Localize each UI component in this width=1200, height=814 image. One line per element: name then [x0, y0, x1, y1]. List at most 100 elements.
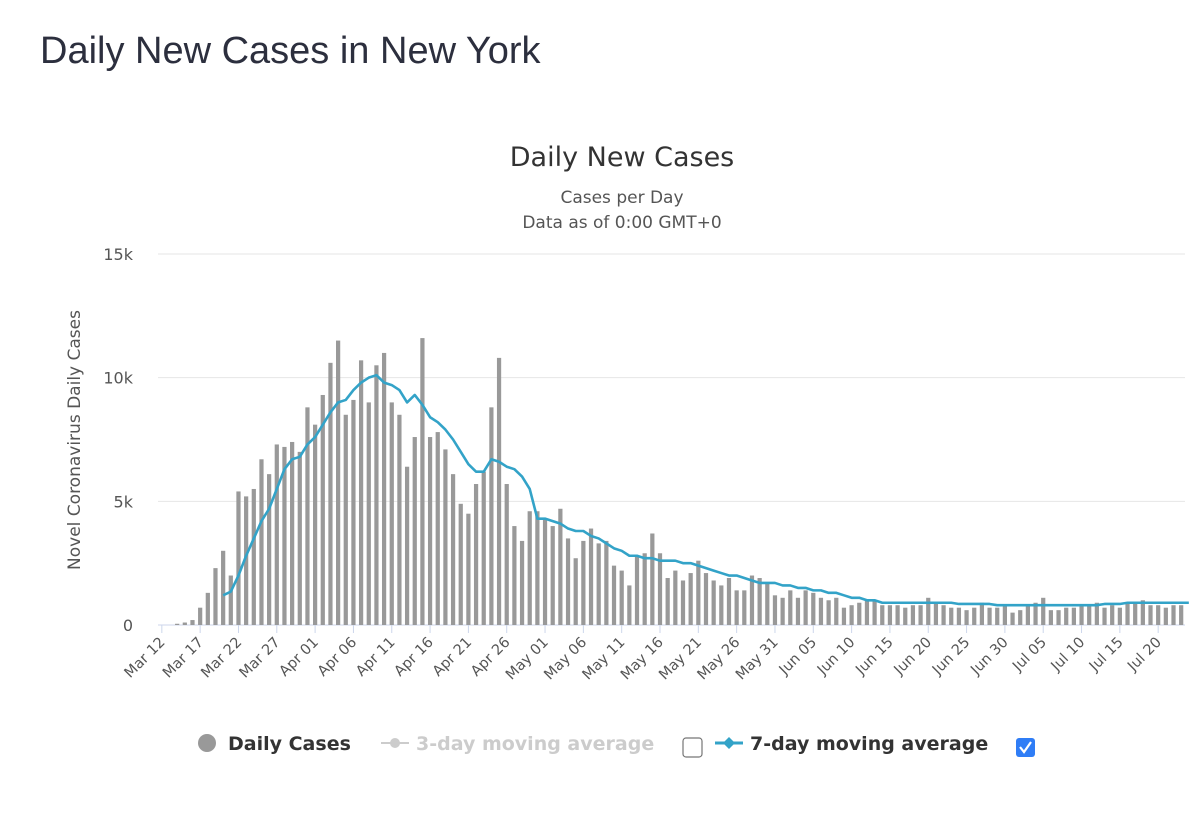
daily-cases-bar[interactable] [1002, 605, 1007, 625]
daily-cases-bar[interactable] [565, 538, 571, 625]
daily-cases-bar[interactable] [573, 558, 578, 625]
daily-cases-bar[interactable] [290, 441, 295, 625]
daily-cases-bar[interactable] [450, 474, 456, 625]
daily-cases-bar[interactable] [535, 511, 540, 625]
daily-cases-bar[interactable] [634, 555, 640, 625]
daily-cases-bar[interactable] [420, 338, 425, 625]
daily-cases-bar[interactable] [1094, 602, 1099, 625]
daily-cases-bar[interactable] [880, 605, 885, 625]
daily-cases-bar[interactable] [412, 437, 417, 625]
daily-cases-bar[interactable] [803, 590, 808, 625]
daily-cases-bar[interactable] [665, 578, 670, 625]
daily-cases-bar[interactable] [351, 399, 356, 625]
daily-cases-bar[interactable] [1140, 600, 1145, 625]
daily-cases-bar[interactable] [650, 533, 655, 625]
daily-cases-bar[interactable] [1010, 612, 1015, 625]
daily-cases-bar[interactable] [259, 459, 264, 625]
daily-cases-bar[interactable] [1179, 605, 1184, 625]
daily-cases-bar[interactable] [489, 407, 494, 625]
daily-cases-bar[interactable] [1048, 610, 1053, 625]
daily-cases-bar[interactable] [726, 578, 732, 625]
daily-cases-bar[interactable] [887, 605, 893, 625]
daily-cases-bar[interactable] [1025, 605, 1030, 625]
daily-cases-bar[interactable] [1033, 602, 1038, 625]
daily-cases-bar[interactable] [826, 600, 831, 625]
daily-cases-bar[interactable] [1163, 607, 1168, 625]
daily-cases-bar[interactable] [627, 585, 632, 625]
daily-cases-bar[interactable] [834, 597, 839, 625]
daily-cases-bar[interactable] [305, 407, 310, 625]
daily-cases-bar[interactable] [742, 590, 747, 625]
daily-cases-bar[interactable] [1133, 602, 1138, 625]
daily-cases-bar[interactable] [926, 597, 931, 625]
daily-cases-bar[interactable] [703, 573, 709, 625]
daily-cases-bar[interactable] [389, 402, 394, 625]
3day-checkbox[interactable] [682, 737, 703, 758]
daily-cases-bar[interactable] [1064, 607, 1069, 625]
daily-cases-bar[interactable] [979, 602, 985, 625]
daily-cases-bar[interactable] [343, 414, 348, 625]
daily-cases-bar[interactable] [1110, 605, 1115, 625]
daily-cases-bar[interactable] [175, 623, 180, 625]
daily-cases-bar[interactable] [734, 590, 739, 625]
daily-cases-bar[interactable] [458, 503, 463, 625]
daily-cases-bar[interactable] [527, 511, 532, 625]
daily-cases-bar[interactable] [397, 414, 402, 625]
daily-cases-bar[interactable] [788, 590, 793, 625]
daily-cases-bar[interactable] [221, 550, 226, 625]
daily-cases-bar[interactable] [696, 560, 701, 625]
daily-cases-bar[interactable] [933, 602, 939, 625]
daily-cases-bar[interactable] [941, 605, 946, 625]
daily-cases-bar[interactable] [1156, 605, 1161, 625]
daily-cases-bar[interactable] [680, 580, 686, 625]
daily-cases-bar[interactable] [757, 578, 762, 625]
daily-cases-bar[interactable] [1071, 607, 1076, 625]
daily-cases-bar[interactable] [512, 526, 517, 625]
daily-cases-bar[interactable] [849, 605, 854, 625]
daily-cases-bar[interactable] [504, 484, 509, 625]
daily-cases-bar[interactable] [282, 446, 287, 625]
daily-cases-bar[interactable] [857, 602, 862, 625]
daily-cases-bar[interactable] [719, 585, 724, 625]
daily-cases-bar[interactable] [328, 362, 333, 625]
7day-checkbox[interactable] [1016, 738, 1035, 757]
daily-cases-bar[interactable] [765, 582, 770, 625]
daily-cases-bar[interactable] [473, 484, 479, 625]
daily-cases-bar[interactable] [818, 597, 824, 625]
daily-cases-bar[interactable] [1148, 605, 1153, 625]
daily-cases-bar[interactable] [811, 592, 816, 625]
daily-cases-bar[interactable] [558, 508, 563, 625]
daily-cases-bar[interactable] [903, 607, 908, 625]
daily-cases-bar[interactable] [496, 357, 502, 625]
daily-cases-bar[interactable] [481, 471, 486, 625]
daily-cases-bar[interactable] [358, 360, 364, 625]
seven-day-average-line[interactable] [222, 373, 1189, 607]
daily-cases-bar[interactable] [267, 474, 272, 625]
daily-cases-bar[interactable] [795, 597, 801, 625]
daily-cases-bar[interactable] [895, 605, 900, 625]
daily-cases-bar[interactable] [864, 600, 870, 625]
daily-cases-bar[interactable] [956, 607, 962, 625]
daily-cases-bar[interactable] [581, 540, 586, 625]
daily-cases-bar[interactable] [381, 352, 387, 625]
daily-cases-bar[interactable] [519, 540, 525, 625]
daily-cases-bar[interactable] [190, 620, 195, 625]
daily-cases-bar[interactable] [772, 595, 778, 625]
daily-cases-bar[interactable] [1102, 607, 1107, 625]
daily-cases-bar[interactable] [1117, 607, 1122, 625]
daily-cases-bar[interactable] [313, 424, 318, 625]
daily-cases-bar[interactable] [228, 575, 233, 625]
daily-cases-bar[interactable] [657, 553, 663, 625]
daily-cases-bar[interactable] [466, 513, 471, 625]
daily-cases-bar[interactable] [987, 607, 992, 625]
daily-cases-bar[interactable] [1056, 610, 1061, 625]
daily-cases-bar[interactable] [182, 622, 187, 625]
daily-cases-bar[interactable] [596, 543, 601, 625]
daily-cases-bar[interactable] [274, 444, 279, 625]
daily-cases-bar[interactable] [972, 607, 977, 625]
daily-cases-bar[interactable] [550, 526, 555, 625]
daily-cases-bar[interactable] [297, 451, 302, 625]
daily-cases-bar[interactable] [320, 394, 325, 625]
daily-cases-bar[interactable] [205, 592, 210, 625]
daily-cases-bar[interactable] [427, 437, 433, 625]
